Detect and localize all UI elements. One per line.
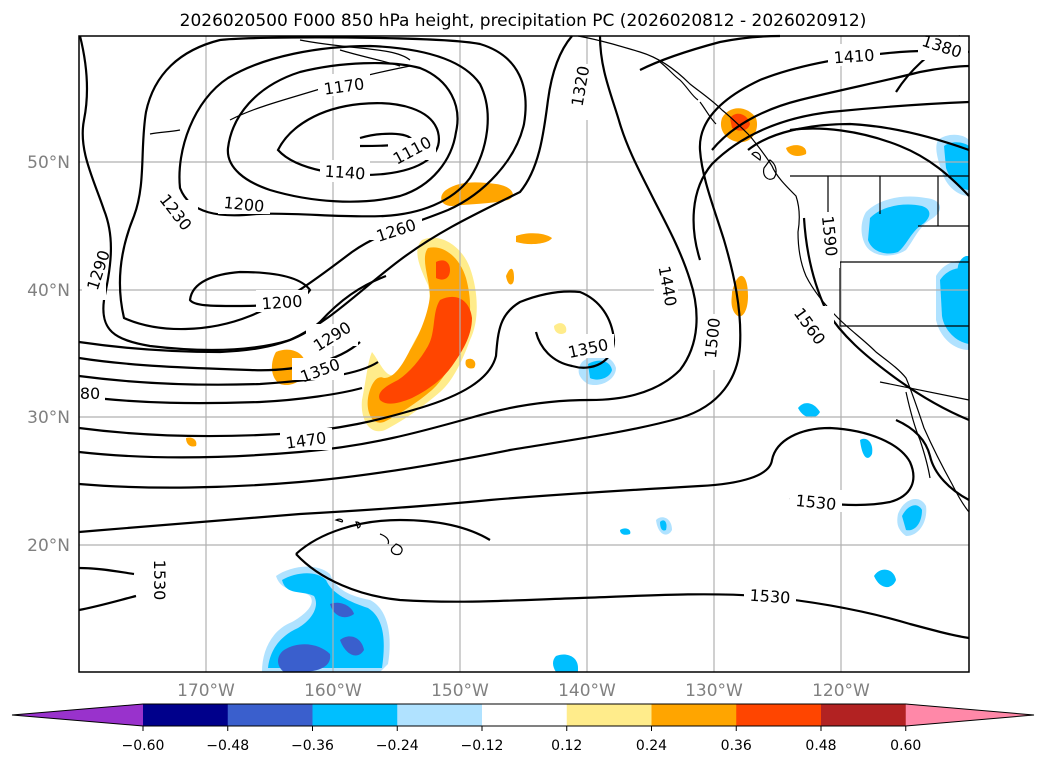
lon-label: 150°W: [431, 681, 489, 701]
colorbar-segment: [397, 704, 483, 726]
lat-label: 20°N: [27, 536, 70, 556]
contour-label: 1200: [261, 292, 303, 314]
lon-label: 160°W: [304, 681, 362, 701]
colorbar-segment: [566, 704, 652, 726]
latitude-labels: 50°N 40°N 30°N 20°N: [27, 153, 70, 556]
longitude-labels: 170°W 160°W 150°W 140°W 130°W 120°W: [177, 681, 870, 701]
colorbar-segment: [651, 704, 737, 726]
colorbar-extend-low: [12, 704, 143, 726]
colorbar-tick-label: −0.60: [122, 738, 165, 754]
contour-label: 1530: [795, 491, 837, 514]
colorbar-tick-label: −0.36: [291, 738, 334, 754]
colorbar-tick-label: 0.24: [636, 738, 667, 754]
colorbar-segment: [482, 704, 568, 726]
colorbar-segment: [312, 704, 398, 726]
graticule: [79, 36, 969, 672]
lat-label: 40°N: [27, 281, 70, 301]
map-frame: [78, 35, 970, 673]
colorbar-tick-label: −0.48: [206, 738, 249, 754]
contour-label: 1410: [833, 46, 875, 68]
colorbar-segment: [736, 704, 822, 726]
lat-label: 30°N: [27, 408, 70, 428]
contour-label: 1140: [324, 162, 366, 184]
lon-label: 140°W: [558, 681, 616, 701]
lon-label: 130°W: [685, 681, 743, 701]
colorbar-extend-high: [905, 704, 1034, 726]
contour-label: 1530: [150, 560, 169, 601]
contour-label: 1200: [223, 193, 265, 216]
colorbar-tick-label: 0.36: [721, 738, 752, 754]
colorbar-tick-label: −0.12: [461, 738, 504, 754]
lon-label: 120°W: [812, 681, 870, 701]
lon-label: 170°W: [177, 681, 235, 701]
colorbar-segment: [143, 704, 229, 726]
figure-title: 2026020500 F000 850 hPa height, precipit…: [180, 11, 867, 31]
colorbar-segment: [227, 704, 313, 726]
contour-label: 1530: [749, 586, 791, 608]
colorbar-tick-label: −0.24: [376, 738, 419, 754]
contour-label: 80: [80, 384, 100, 403]
colorbar-tick-label: 0.48: [805, 738, 836, 754]
colorbar-segment: [821, 704, 907, 726]
colorbar-tick-label: 0.12: [551, 738, 582, 754]
colorbar: −0.60 −0.48 −0.36 −0.24 −0.12 0.12 0.24 0.36 0.4…: [11, 703, 1035, 754]
colorbar-tick-label: 0.60: [890, 738, 921, 754]
precipitation-fields: [186, 108, 969, 672]
coastlines: [149, 35, 970, 556]
map-panel: 1170 1110 1140 1200 1230 1260 1290 1200 …: [78, 31, 970, 673]
contour-label: 1500: [701, 317, 724, 359]
contour-label: 1590: [818, 215, 841, 257]
lat-label: 50°N: [27, 153, 70, 173]
